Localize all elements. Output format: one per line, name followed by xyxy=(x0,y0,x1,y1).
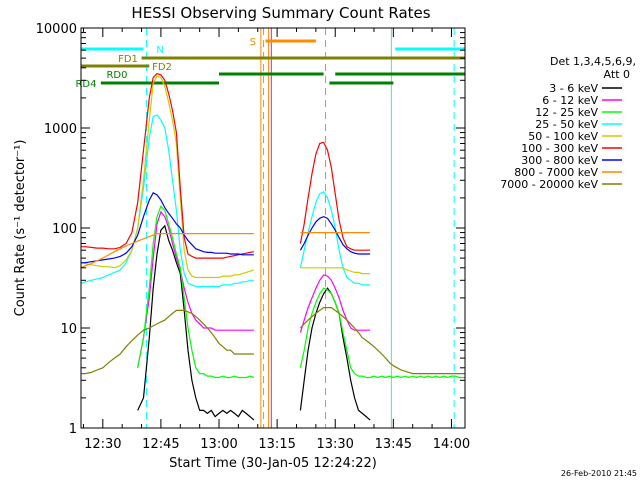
legend-label-800-7000-kev: 800 - 7000 keV xyxy=(514,166,598,179)
series-line-6-12-kev xyxy=(299,274,371,333)
series-line-100-300-kev xyxy=(81,72,255,259)
flag-label-s: S xyxy=(250,37,256,48)
series-line-300-800-kev xyxy=(81,191,254,264)
axes-group: 12:30 12:45 13:00 13:15 13:30 13:45 14:00 1 10 10… xyxy=(36,22,471,452)
x-tick-label: 13:30 xyxy=(316,437,353,452)
legend-label-300-800-kev: 300 - 800 keV xyxy=(521,154,598,167)
x-tick-label: 13:45 xyxy=(375,437,412,452)
flag-label-fd1: FD1 xyxy=(118,54,138,65)
legend-label-6-12-kev: 6 - 12 keV xyxy=(542,94,598,107)
series-line-12-25-kev xyxy=(137,205,255,379)
x-tick-label: 12:30 xyxy=(84,437,121,452)
series-line-7000-20000-kev xyxy=(81,309,254,375)
series-line-300-800-kev xyxy=(299,215,371,255)
x-axis-label: Start Time (30-Jan-05 12:24:22) xyxy=(169,456,377,471)
flag-label-fd2: FD2 xyxy=(152,62,172,73)
flag-label-n: N xyxy=(156,45,163,56)
series-group xyxy=(80,72,465,421)
flag-label-rd4: RD4 xyxy=(75,79,96,90)
x-tick-label: 13:00 xyxy=(200,437,237,452)
series-line-6-12-kev xyxy=(137,210,254,368)
plot-frame xyxy=(80,27,466,429)
legend-label-25-50-kev: 25 - 50 keV xyxy=(535,118,598,131)
detector-label-line-1: Det 1,3,4,5,6,9, xyxy=(550,55,636,68)
legend-label-7000-20000-kev: 7000 - 20000 keV xyxy=(500,178,598,191)
flag-label-rd0: RD0 xyxy=(106,70,127,81)
series-line-25-50-kev xyxy=(299,191,371,286)
series-line-50-100-kev xyxy=(80,75,255,279)
series-line-3-6-kev xyxy=(299,287,371,421)
series-line-100-300-kev xyxy=(299,141,371,251)
vertical-marker-group xyxy=(80,28,455,428)
series-line-25-50-kev xyxy=(80,114,254,288)
series-line-50-100-kev xyxy=(300,267,371,275)
x-tick-label: 14:00 xyxy=(433,437,470,452)
y-tick-label: 1000 xyxy=(44,122,77,137)
series-line-800-7000-kev xyxy=(80,233,254,269)
y-tick-label: 10000 xyxy=(36,22,77,37)
chart-title: HESSI Observing Summary Count Rates xyxy=(131,4,430,22)
flag-bar-group: N S FD1 FD2 RD0 RD4 xyxy=(75,37,465,90)
footer-timestamp: 26-Feb-2010 21:45 xyxy=(561,469,637,478)
series-line-7000-20000-kev xyxy=(299,307,465,375)
legend-label-100-300-kev: 100 - 300 keV xyxy=(521,142,598,155)
y-tick-label: 1 xyxy=(69,422,77,437)
x-tick-label: 12:45 xyxy=(142,437,179,452)
y-tick-label: 100 xyxy=(52,222,77,237)
y-tick-label: 10 xyxy=(60,322,77,337)
series-line-12-25-kev xyxy=(299,287,465,379)
legend-label-3-6-kev: 3 - 6 keV xyxy=(549,82,598,95)
legend-label-50-100-kev: 50 - 100 keV xyxy=(528,130,598,143)
x-tick-label: 13:15 xyxy=(258,437,295,452)
detector-label-line-2: Att 0 xyxy=(604,68,630,81)
y-axis-label: Count Rate (s⁻¹ detector⁻¹) xyxy=(13,140,28,317)
legend-label-12-25-kev: 12 - 25 keV xyxy=(535,106,598,119)
